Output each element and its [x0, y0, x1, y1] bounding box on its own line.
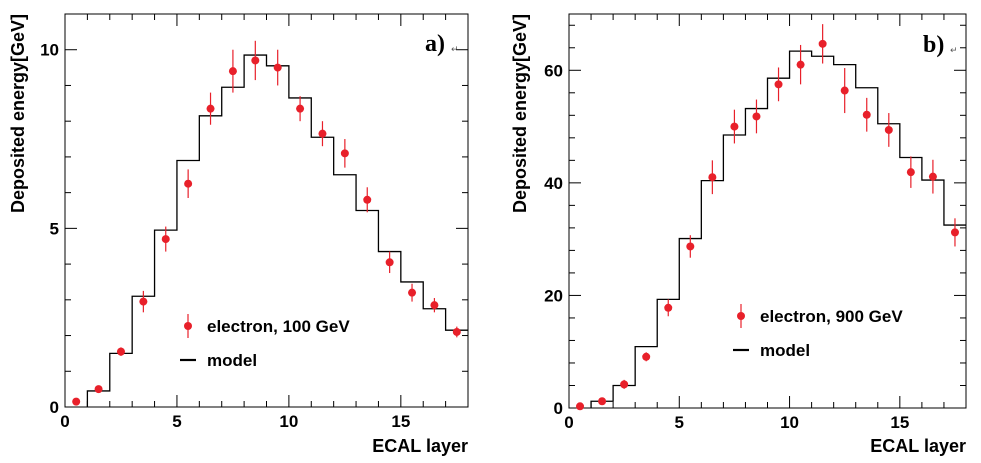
y-tick-label: 0 — [554, 399, 563, 418]
y-tick-label: 40 — [544, 174, 563, 193]
data-point — [884, 125, 893, 134]
x-axis-title: ECAL layer — [870, 436, 966, 456]
data-point — [664, 303, 673, 312]
x-tick-label: 5 — [172, 412, 181, 431]
data-point — [228, 67, 237, 76]
data-point — [730, 122, 739, 131]
panel-label: a) — [425, 31, 445, 57]
axis-ticks — [64, 13, 469, 408]
return-icon: ↵ — [950, 46, 958, 56]
legend-model-label: model — [760, 341, 810, 360]
data-point — [72, 397, 81, 406]
data-point — [296, 104, 305, 113]
panel-b: 0 5 10 15 0 20 40 60 ECAL layer Deposited energ… — [510, 13, 967, 456]
data-point — [598, 397, 607, 406]
y-tick-label: 5 — [50, 219, 59, 238]
legend: electron, 100 GeV model — [180, 314, 350, 370]
data-point — [620, 380, 629, 389]
legend: electron, 900 GeV model — [733, 304, 903, 360]
y-tick-label: 60 — [544, 61, 563, 80]
data-point — [840, 86, 849, 95]
x-tick-label: 5 — [675, 413, 684, 432]
model-histogram — [86, 54, 468, 407]
data-points — [576, 24, 959, 411]
y-tick-label: 10 — [40, 41, 59, 60]
data-point — [116, 347, 125, 356]
y-axis-title: Deposited energy[GeV] — [8, 14, 28, 213]
data-point — [408, 288, 417, 297]
x-tick-label: 0 — [564, 413, 573, 432]
legend-data-marker — [737, 312, 745, 320]
legend-model-label: model — [207, 351, 257, 370]
data-points — [72, 40, 461, 406]
data-point — [950, 228, 959, 237]
data-point — [774, 80, 783, 89]
legend-data-marker — [184, 322, 192, 330]
data-point — [363, 195, 372, 204]
data-point — [452, 327, 461, 336]
data-point — [862, 110, 871, 119]
data-point — [206, 104, 215, 113]
legend-data-label: electron, 100 GeV — [207, 317, 350, 336]
y-tick-label: 0 — [50, 398, 59, 417]
data-point — [752, 112, 761, 121]
x-tick-label: 10 — [780, 413, 799, 432]
y-axis-title: Deposited energy[GeV] — [510, 14, 530, 213]
panel-label: b) — [923, 32, 944, 58]
x-tick-label: 15 — [391, 412, 410, 431]
data-point — [796, 60, 805, 69]
data-point — [318, 129, 327, 138]
data-point — [94, 385, 103, 394]
data-point — [385, 258, 394, 267]
y-tick-label: 20 — [544, 286, 563, 305]
data-point — [642, 352, 651, 361]
model-histogram — [590, 50, 966, 408]
x-axis-title: ECAL layer — [372, 436, 468, 456]
data-point — [273, 63, 282, 72]
data-point — [430, 301, 439, 310]
data-point — [184, 179, 193, 188]
x-tick-label: 0 — [60, 412, 69, 431]
data-point — [139, 297, 148, 306]
data-point — [906, 168, 915, 177]
data-point — [161, 235, 170, 244]
return-icon: ↵ — [451, 45, 459, 55]
axis-ticks — [568, 14, 967, 409]
x-tick-label: 15 — [890, 413, 909, 432]
data-point — [708, 173, 717, 182]
data-point — [576, 402, 585, 411]
data-point — [818, 39, 827, 48]
data-point — [251, 56, 260, 65]
tick-labels: 0 5 10 15 0 20 40 60 — [544, 61, 909, 432]
data-point — [928, 172, 937, 181]
x-tick-label: 10 — [279, 412, 298, 431]
data-point — [340, 149, 349, 158]
panel-a: 0 5 10 15 0 5 10 ECAL layer Deposited energy[G… — [8, 13, 469, 456]
plot-frame — [64, 13, 469, 408]
legend-data-label: electron, 900 GeV — [760, 307, 903, 326]
data-point — [686, 242, 695, 251]
tick-labels: 0 5 10 15 0 5 10 — [40, 41, 410, 431]
